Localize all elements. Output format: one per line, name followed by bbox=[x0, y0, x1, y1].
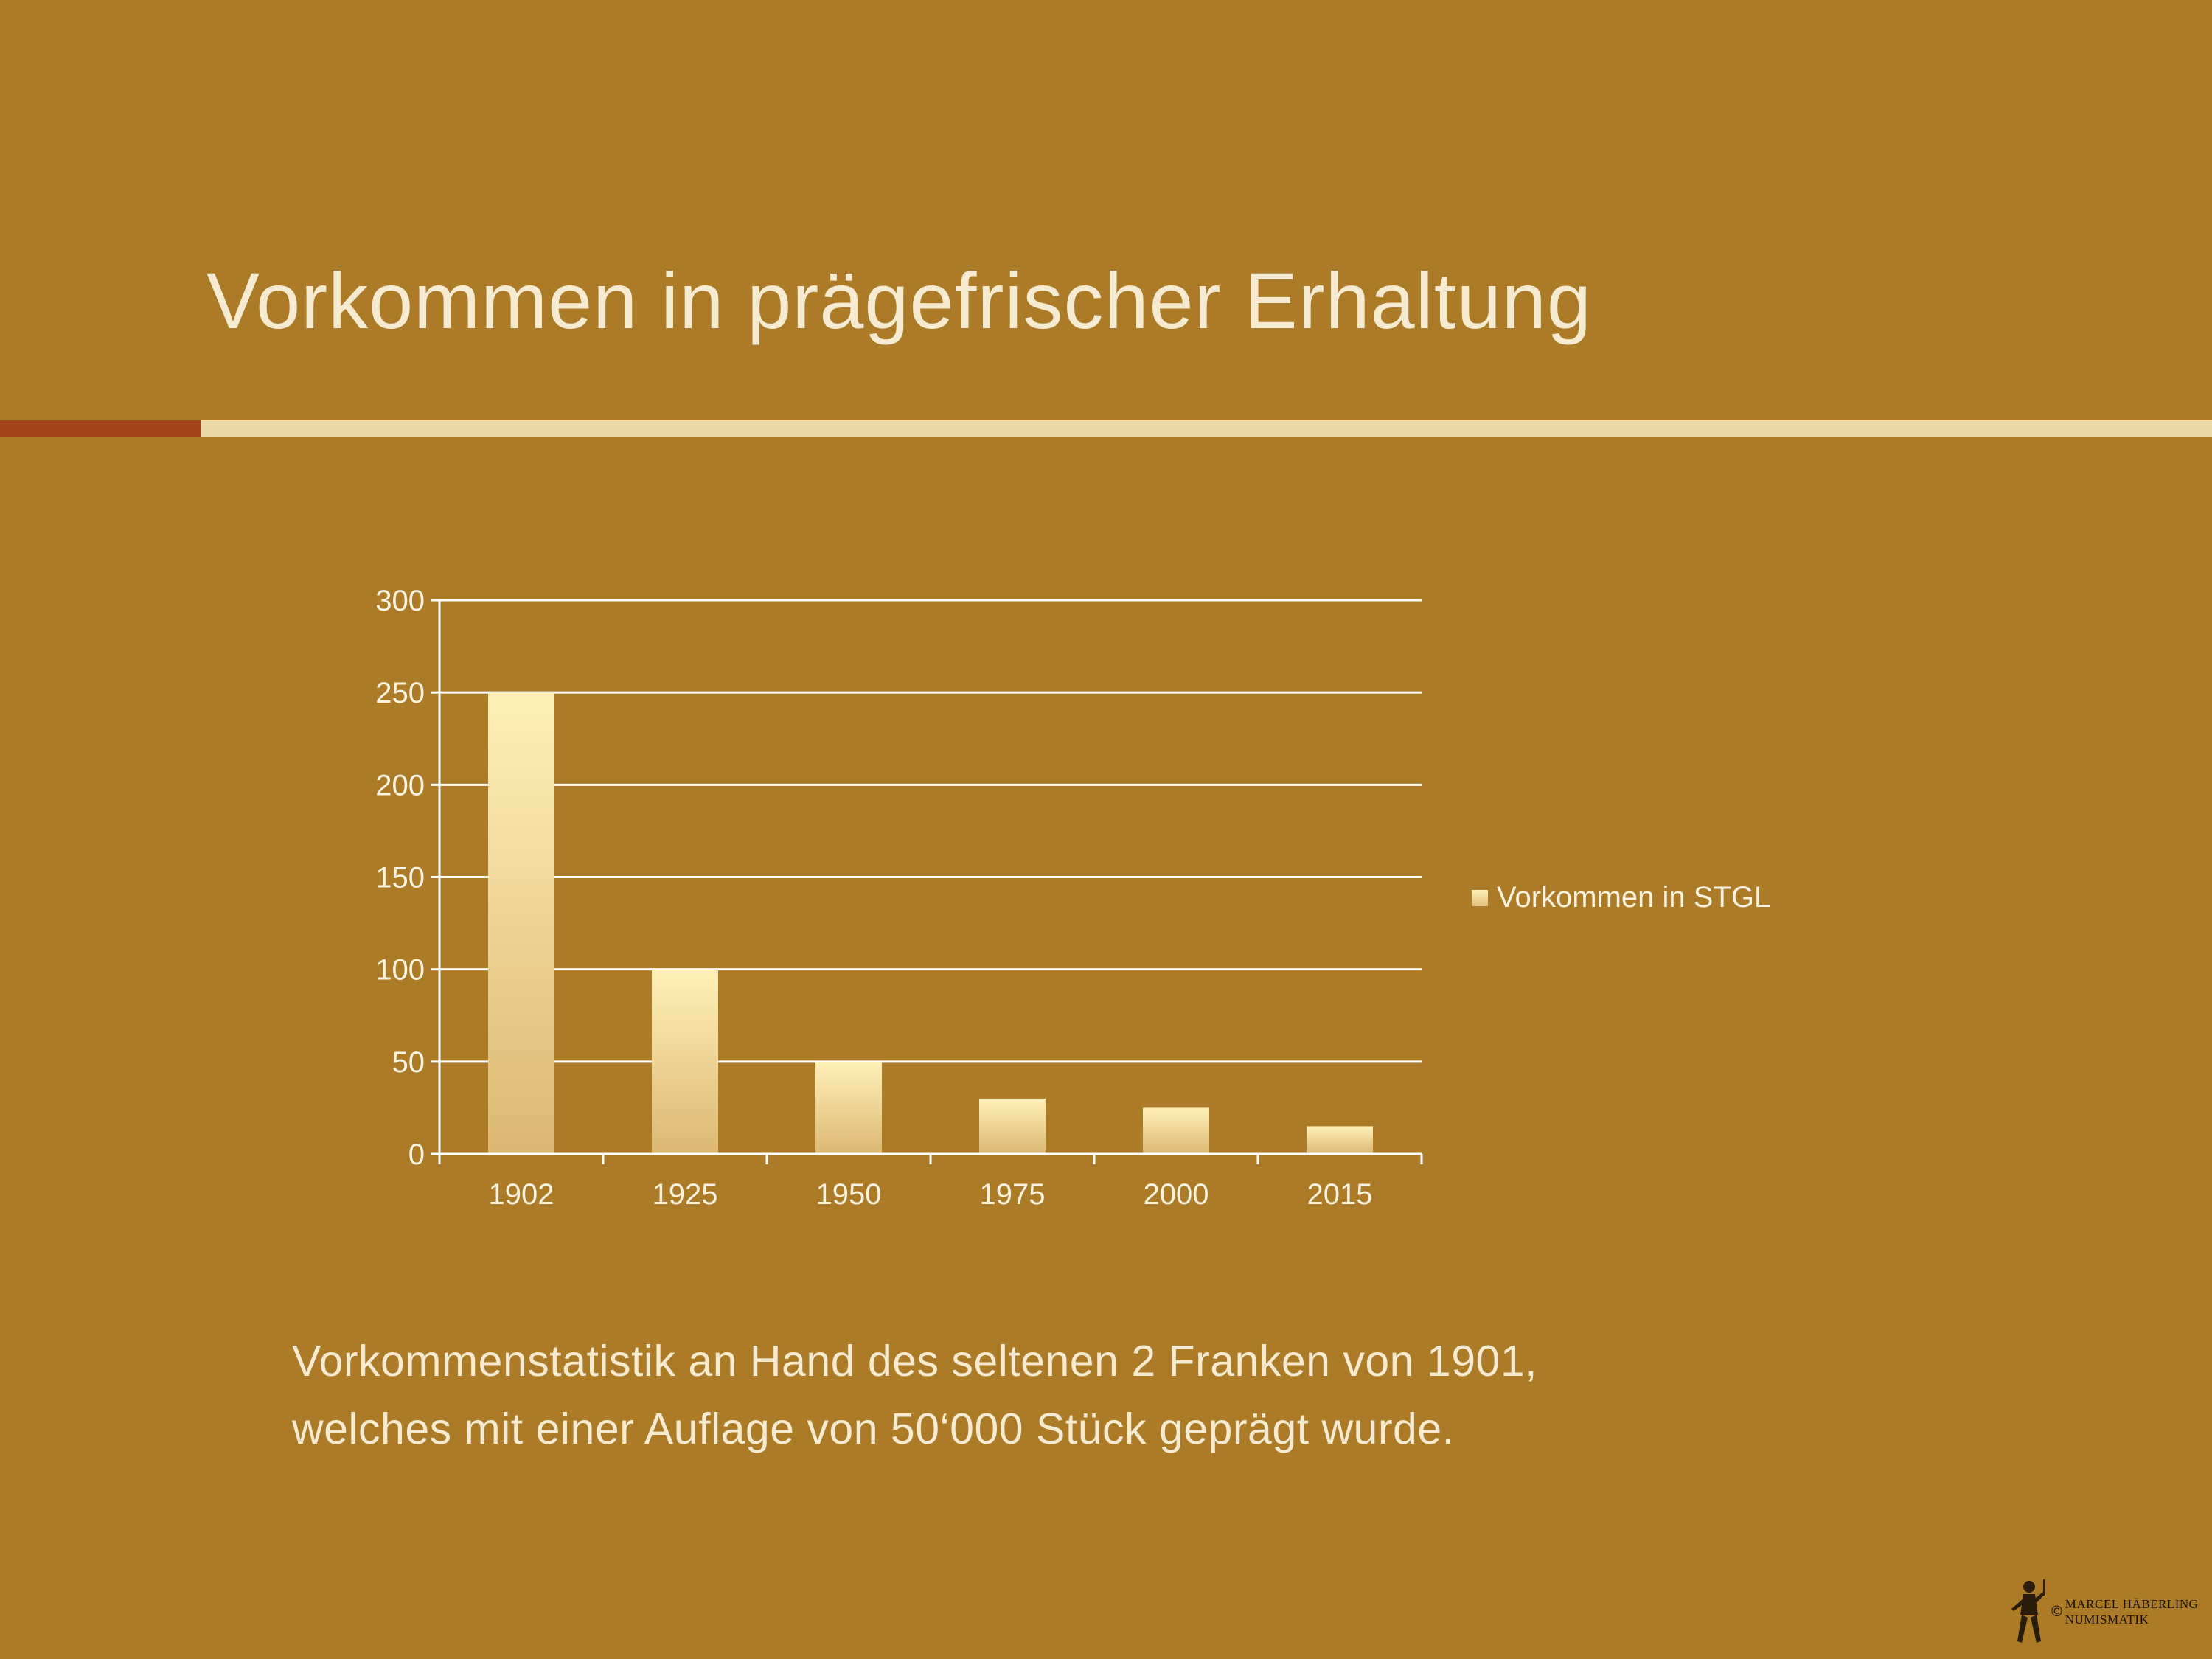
slide-title: Vorkommen in prägefrischer Erhaltung bbox=[206, 256, 1592, 345]
y-tick-label: 150 bbox=[375, 862, 425, 894]
x-tick-label: 2000 bbox=[1144, 1178, 1209, 1211]
logo-line-2: NUMISMATIK bbox=[2065, 1613, 2149, 1627]
title-rule-accent bbox=[0, 420, 201, 437]
x-tick-label: 1975 bbox=[980, 1178, 1046, 1211]
caption-line-2: welches mit einer Auflage von 50‘000 Stü… bbox=[292, 1405, 1455, 1453]
y-tick-label: 100 bbox=[375, 954, 425, 987]
x-tick-label: 2015 bbox=[1307, 1178, 1373, 1211]
bars bbox=[488, 692, 1373, 1154]
logo-line-1: MARCEL HÄBERLING bbox=[2065, 1597, 2199, 1611]
y-tick-label: 50 bbox=[392, 1046, 425, 1079]
copyright-symbol: © bbox=[2051, 1603, 2062, 1620]
bar bbox=[815, 1061, 882, 1154]
tick-labels: 0 50 100 150 200 250 300 1902 1925 1950 1975 2000 20… bbox=[375, 585, 1372, 1211]
axes bbox=[431, 599, 1423, 1164]
y-tick-label: 300 bbox=[375, 585, 425, 617]
y-tick-label: 0 bbox=[408, 1138, 425, 1171]
title-rule bbox=[201, 420, 2212, 437]
x-tick-label: 1950 bbox=[816, 1178, 882, 1211]
legend-swatch bbox=[1472, 889, 1488, 906]
gridlines bbox=[439, 599, 1422, 1063]
knight-logo-icon bbox=[2011, 1579, 2045, 1643]
company-logo: © MARCEL HÄBERLING NUMISMATIK bbox=[2007, 1576, 2198, 1647]
x-tick-label: 1902 bbox=[489, 1178, 554, 1211]
caption-line-1: Vorkommenstatistik an Hand des seltenen … bbox=[292, 1337, 1538, 1385]
y-tick-label: 200 bbox=[375, 769, 425, 801]
chart-legend: Vorkommen in STGL bbox=[1472, 881, 1770, 914]
bar bbox=[1143, 1107, 1209, 1154]
logo-text: MARCEL HÄBERLING NUMISMATIK bbox=[2065, 1596, 2199, 1627]
bar bbox=[652, 969, 718, 1154]
bar bbox=[488, 692, 554, 1154]
caption: Vorkommenstatistik an Hand des seltenen … bbox=[292, 1327, 1988, 1463]
y-tick-label: 250 bbox=[375, 677, 425, 709]
x-tick-label: 1925 bbox=[653, 1178, 718, 1211]
bar bbox=[1307, 1126, 1373, 1154]
bar bbox=[979, 1098, 1046, 1154]
legend-label: Vorkommen in STGL bbox=[1497, 881, 1771, 914]
